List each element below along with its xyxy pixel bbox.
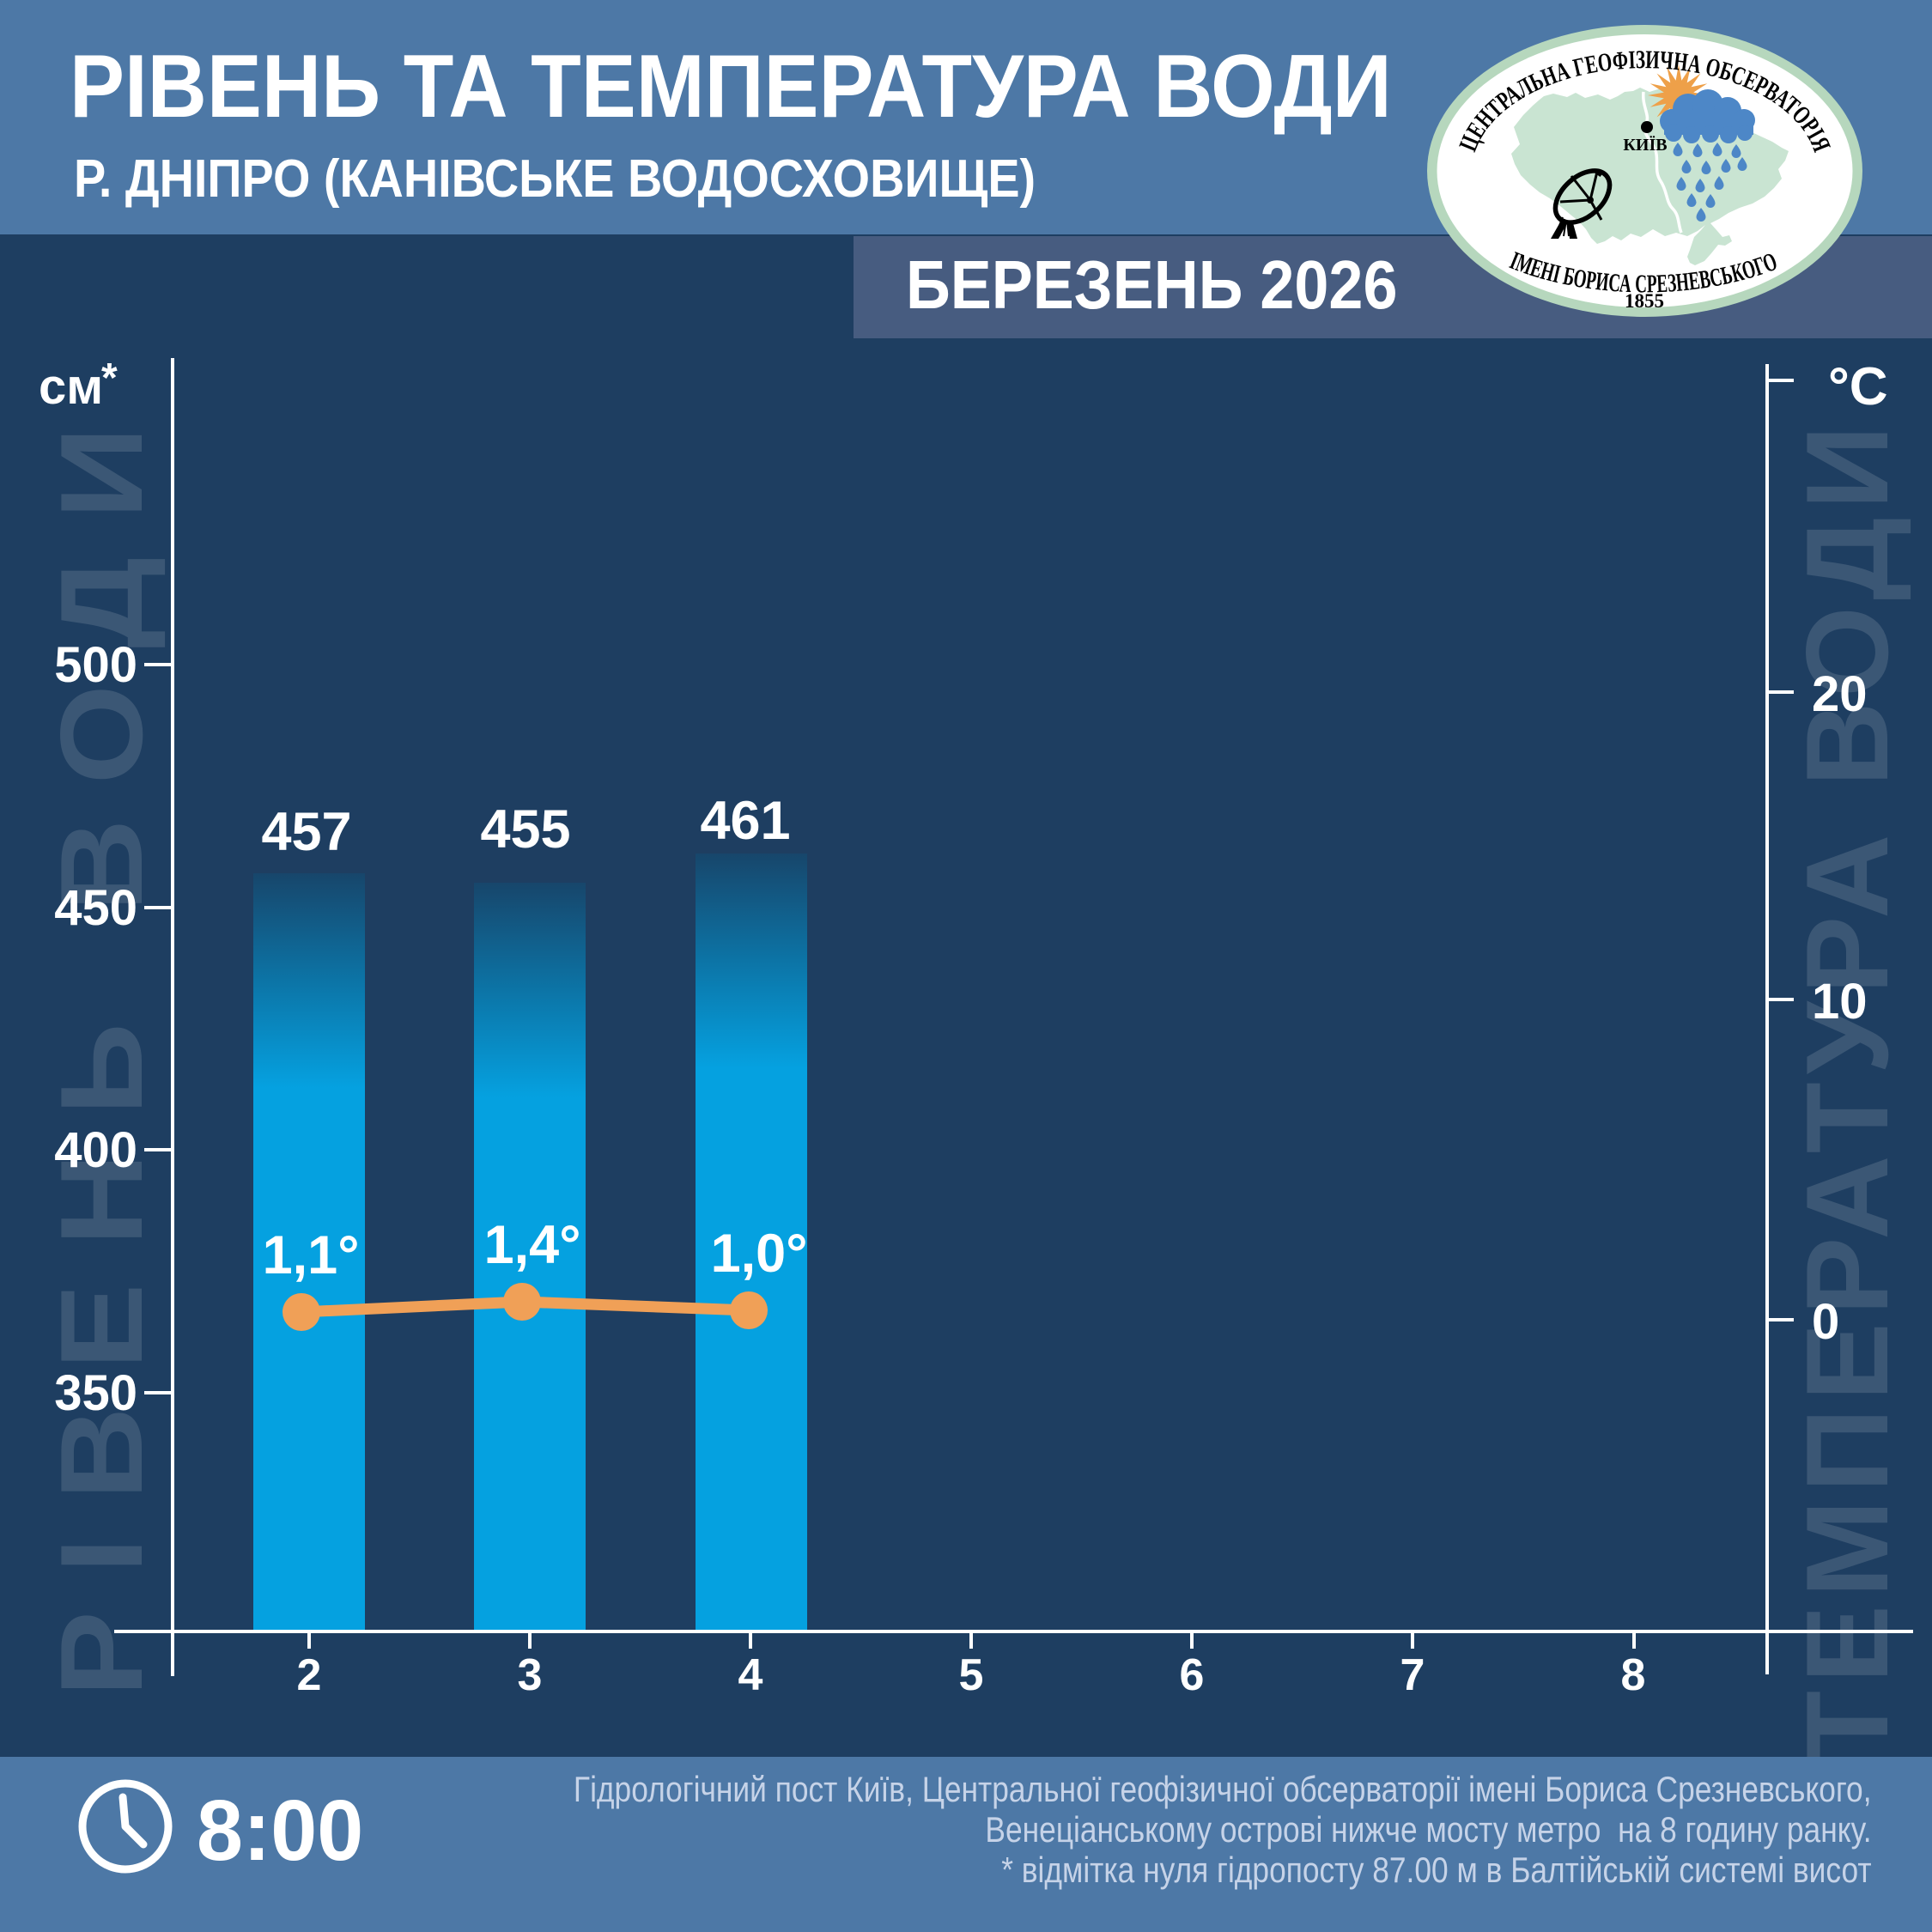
svg-text:1855: 1855 — [1625, 290, 1664, 312]
svg-text:КИЇВ: КИЇВ — [1623, 135, 1667, 155]
